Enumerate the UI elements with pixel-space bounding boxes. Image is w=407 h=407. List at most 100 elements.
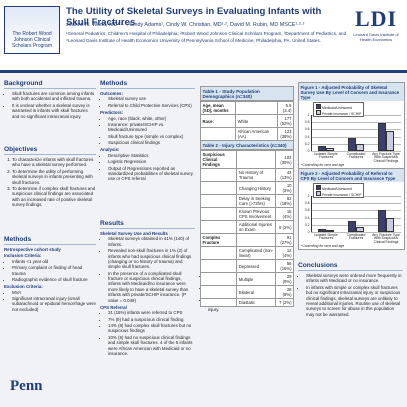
list: Skeletal survey use Referral to Child Pro… <box>100 96 195 108</box>
bar <box>377 122 386 151</box>
section-heading: Methods <box>100 80 195 89</box>
grid-line <box>311 151 401 152</box>
table-row: No History of Trauma 43 (13%) <box>199 168 294 182</box>
legend-swatch <box>315 109 321 115</box>
block-label: Inclusion Criteria: <box>4 253 42 259</box>
block-label: Outcomes: <box>100 91 123 96</box>
y-tick-label: 1 <box>307 194 310 198</box>
list-item: In infants with simple or complex skull … <box>306 285 403 317</box>
legend-entry: Medicaid/Uninsured <box>315 184 362 191</box>
table-cell: 43 (13%) <box>275 168 294 182</box>
x-tick-label: Complicated Fractures <box>346 151 366 160</box>
figure-title: Figure 1 - Adjusted Probability of Skele… <box>299 83 404 101</box>
y-tick-label: 0.8 <box>304 120 310 125</box>
logo-bottom: Penn <box>10 378 43 394</box>
table-cell: 91 (27%) <box>275 233 294 247</box>
table-cell: Multiple <box>236 272 277 286</box>
grid-line <box>311 224 401 226</box>
list-item: In the presence of a complicated skull f… <box>108 271 195 303</box>
table-cell <box>199 194 238 208</box>
legend-entry: Private insurance / SCHIP <box>315 190 361 197</box>
grid-line <box>311 232 401 233</box>
list-item: Skeletal surveys were ordered more frequ… <box>306 273 403 284</box>
list: Descriptive StatisticsLogistic Regressio… <box>100 153 195 182</box>
block-label: Skeletal Survey Use and Results <box>100 231 168 236</box>
y-tick-label: 0.4 <box>304 215 310 220</box>
logo-text: LDI <box>354 6 398 31</box>
list-item: 7% (9) had a suspicious clinical finding <box>108 317 195 322</box>
table-cell: Complicated (non-linear) <box>236 246 277 260</box>
table-cell <box>236 150 277 169</box>
logo-subtext: Leonard Davis Institute of Health Econom… <box>353 32 399 42</box>
table-cell: Diastatic <box>236 298 277 307</box>
list-item: Skull fracture type (simple vs complex) <box>108 134 195 139</box>
figure: Figure 1 - Adjusted Probability of Skele… <box>298 82 405 169</box>
list-item: Suspicious clinical findings <box>108 140 195 145</box>
table-cell: 123 (36%) <box>276 127 295 141</box>
table-cell: White <box>235 114 278 128</box>
table-cell: Suspicious Clinical Findings <box>199 150 238 169</box>
bar <box>326 148 335 151</box>
table-cell <box>236 233 277 247</box>
header-rule <box>0 70 407 73</box>
table-cell: Race: <box>199 114 237 128</box>
list-item: Output of Regressions reported as standa… <box>108 166 195 182</box>
bar <box>317 145 326 151</box>
figure: Figure 2 - Adjusted Probability of Refer… <box>298 168 405 250</box>
authors: Joanne N. Wood, MD¹·²·³, Cindy Adams¹, C… <box>66 22 305 28</box>
table-row: Changing History 10 (3%) <box>199 181 294 195</box>
list-item: Descriptive Statistics <box>108 153 195 158</box>
block-label: Retrospective cohort study <box>4 247 61 252</box>
grid-line <box>311 210 401 212</box>
table-cell: 102 (30%) <box>275 150 294 169</box>
table: Table 2 - Injury Characteristics (n=340)… <box>199 140 294 307</box>
figure-title: Figure 2 - Adjusted Probability of Refer… <box>299 169 404 182</box>
table-row: Multiple 29 (9%) <box>199 272 294 286</box>
list: Skull fractures are common among infants… <box>4 91 96 119</box>
axis <box>311 115 312 151</box>
grid-line <box>311 136 401 138</box>
table-cell <box>199 127 237 141</box>
table-cell: 177 (52%) <box>276 114 295 128</box>
list-item: Skull fractures are common among infants… <box>12 91 96 102</box>
table-row: Delay in Seeking Care (>72hrs) 62 (18%) <box>199 194 294 208</box>
table-cell <box>199 259 238 273</box>
list: Skeletal surveys obtained in 41% (140) o… <box>100 236 195 303</box>
legend-swatch <box>315 190 321 196</box>
legend: Medicaid/Uninsured Private insurance / SC… <box>313 102 364 118</box>
table-cell: Changing History <box>236 181 277 195</box>
table-cell <box>199 285 238 299</box>
table-caption: Table 1 - Study Population Demographics … <box>200 86 294 101</box>
list-item: 31 (15%) infants were referred to CPS <box>108 310 195 315</box>
logo-left: The Robert Wood Johnson Clinical Scholar… <box>4 6 60 54</box>
y-tick-label: 0.6 <box>304 208 310 213</box>
y-tick-label: 0.2 <box>304 141 310 146</box>
block-label: Exclusion Criteria: <box>4 284 43 290</box>
table-cell: 56 (16%) <box>275 259 294 273</box>
bar <box>317 229 326 232</box>
table-cell: Known Previous CPS Involvement <box>236 207 277 221</box>
section-heading: Objectives <box>4 146 96 155</box>
list-item: Infants <1 year old <box>12 259 96 264</box>
table-cell <box>199 220 238 234</box>
table-row: Additional Injuries on Exam 8 (2%) <box>199 220 294 234</box>
table-row: Complicated (non-linear) 12 (4%) <box>199 246 294 260</box>
table-row: Known Previous CPS Involvement 15 (4%) <box>199 207 294 221</box>
legend-swatch <box>315 103 321 109</box>
y-tick-label: 0 <box>307 230 310 234</box>
bar <box>356 143 365 151</box>
bar <box>347 138 356 151</box>
section-heading: Conclusions <box>298 262 403 271</box>
table-cell: 7 (2%) <box>275 298 294 307</box>
bar <box>386 217 395 232</box>
affiliation: ¹General Pediatrics, Children's Hospital… <box>66 31 347 36</box>
bar <box>326 230 335 233</box>
table-cell <box>199 181 238 195</box>
table-cell: Additional Injuries on Exam <box>236 220 277 234</box>
table-cell: Delay in Seeking Care (>72hrs) <box>236 194 277 208</box>
axis <box>311 196 312 232</box>
y-tick-label: 0.8 <box>304 201 310 206</box>
table-cell <box>235 101 278 115</box>
figure-note: *Controlling for race and age <box>301 163 345 167</box>
bar <box>347 221 356 232</box>
